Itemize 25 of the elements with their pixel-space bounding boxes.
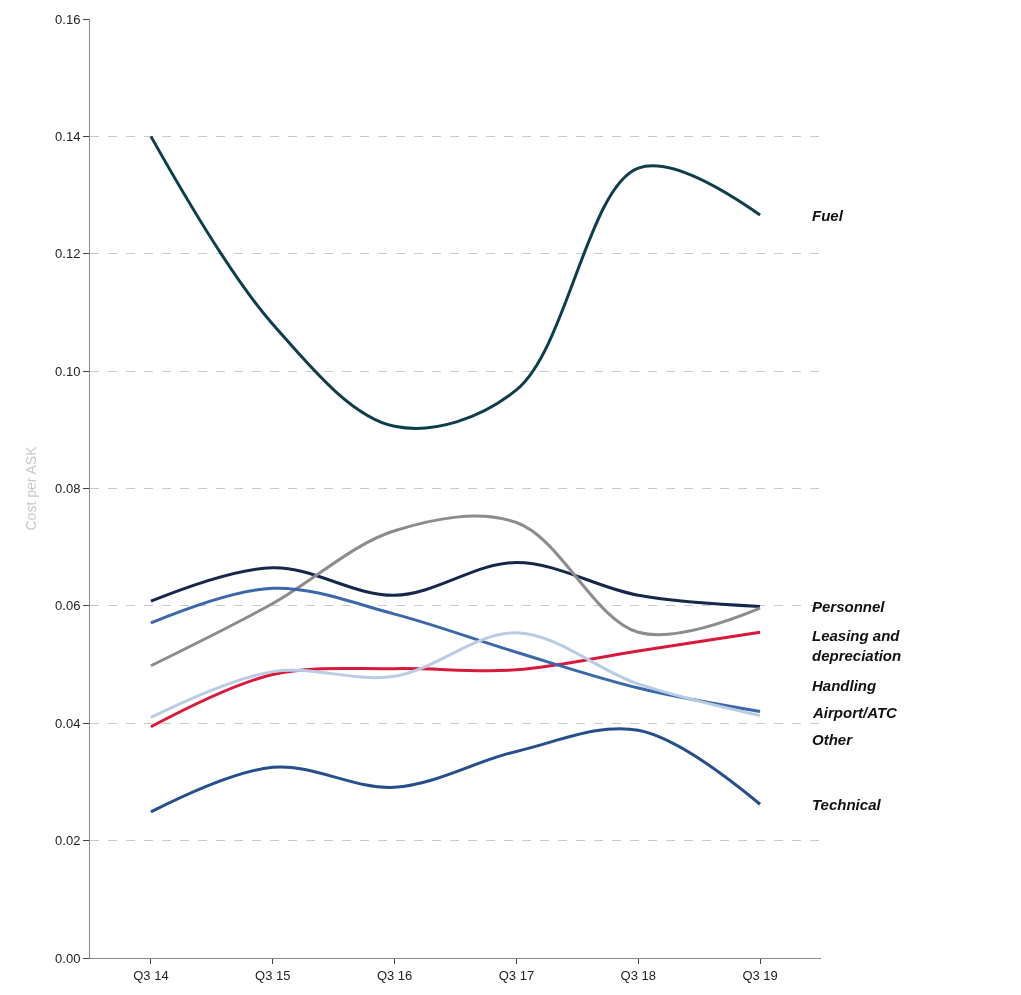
text: Handling [812,677,877,694]
y-tick-label: 0.06 [55,598,81,614]
text: Leasing and depreciation [812,627,902,664]
y-tick-label: 0.14 [55,128,81,144]
text: Airport/ATC [812,704,899,721]
line-series [149,727,762,814]
y-tick-label: 0.10 [55,363,81,379]
text: Personnel [812,598,886,615]
y-tick-label: 0.04 [55,715,81,731]
text: Fuel [812,207,844,224]
x-tick-label: Q3 19 [742,967,778,983]
y-tick-label: 0.08 [55,481,81,497]
text: Technical [812,796,882,813]
y-tick-label: 0.00 [55,950,81,966]
line-series [149,586,762,714]
text: Other [812,731,854,748]
x-tick-label: Q3 15 [255,967,291,983]
x-tick-label: Q3 16 [376,967,413,983]
y-tick-label: 0.12 [55,246,81,262]
line-series [149,560,762,608]
x-tick-label: Q3 14 [133,967,169,983]
x-tick-label: Q3 17 [498,967,535,983]
x-tick-label: Q3 18 [620,967,656,983]
y-tick-label: 0.02 [55,833,81,849]
y-tick-label: 0.16 [55,11,81,27]
